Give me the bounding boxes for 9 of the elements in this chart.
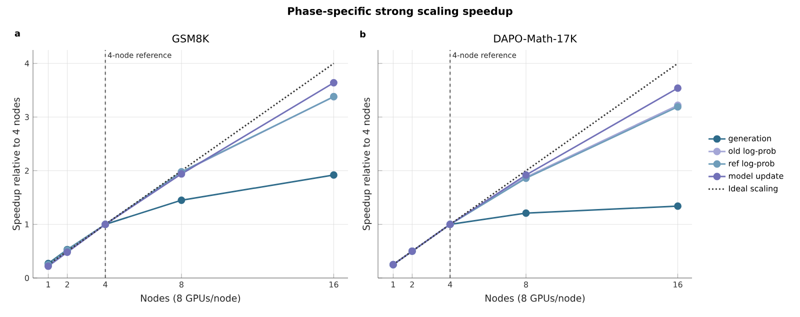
chart-title: GSM8K xyxy=(172,34,210,42)
x-axis-title: Nodes (8 GPUs/node) xyxy=(486,294,585,303)
x-axis-title: Nodes (8 GPUs/node) xyxy=(141,294,240,303)
text: a xyxy=(14,31,20,37)
y-axis-title: Speedup relative to 4 nodes xyxy=(362,98,372,230)
chart-title: DAPO-Math-17K xyxy=(494,34,578,42)
text: Phase-specific strong scaling speedup xyxy=(288,6,512,18)
text: b xyxy=(360,30,366,38)
y-axis-title: Speedup relative to 4 nodes xyxy=(12,98,22,230)
